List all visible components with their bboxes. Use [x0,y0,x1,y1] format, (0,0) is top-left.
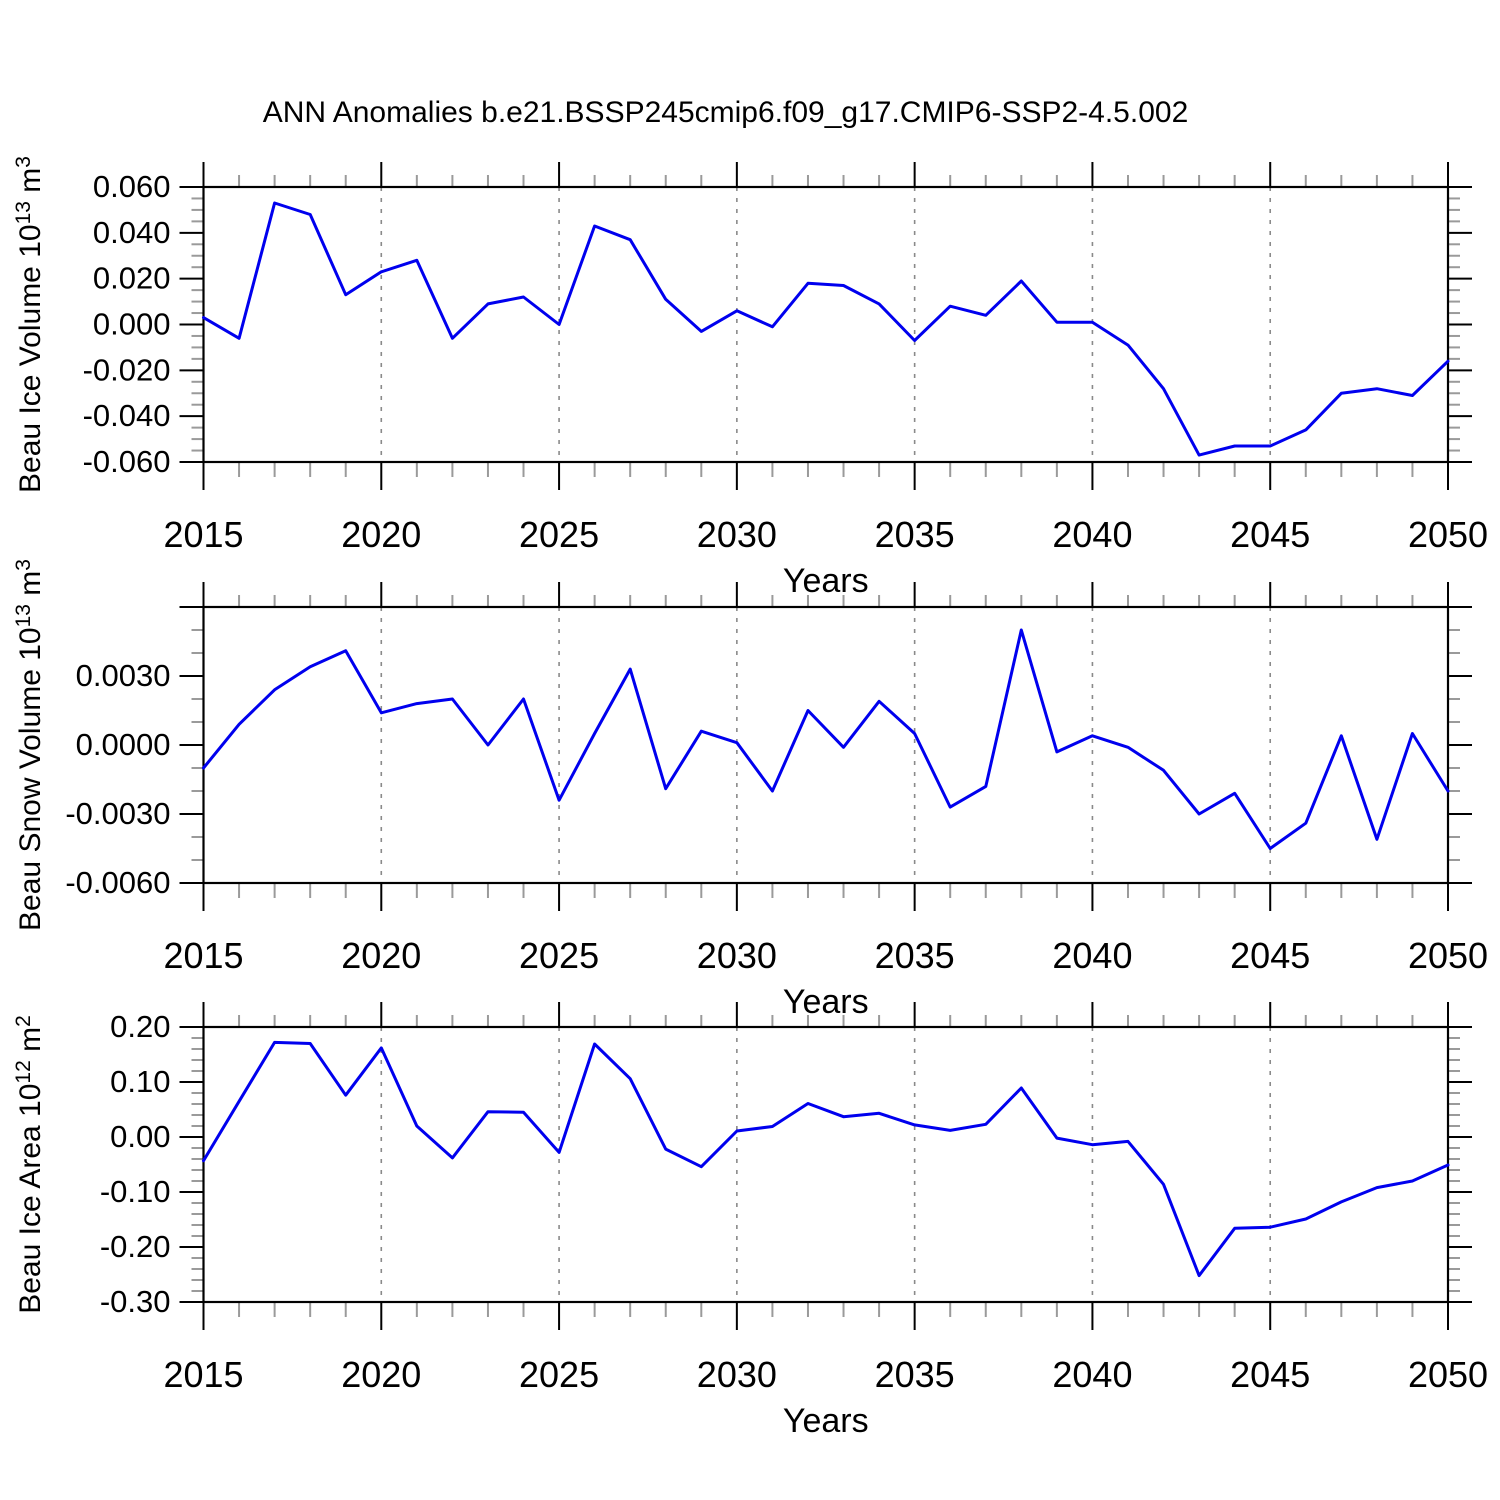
y-tick-label: 0.00 [110,1119,170,1154]
y-tick-label: 0.000 [93,307,171,342]
y-axis-title-text: Beau Ice Volume 10 [14,224,47,493]
x-tick-label: 2025 [519,1354,599,1395]
x-tick-label: 2045 [1230,1354,1310,1395]
x-axis-title: Years [783,983,869,1021]
y-axis-title-text: Beau Snow Volume 10 [14,627,47,931]
y-axis-title-superscript: 2 [12,1015,35,1027]
y-ticks: 0.0030 0.0000 -0.0030 -0.0060 [65,606,1472,900]
y-ticks: 0.060 0.040 0.020 0.000 -0.020 -0.040 -0.060 [83,169,1472,479]
x-tick-label: 2020 [341,1354,421,1395]
y-tick-label: -0.20 [100,1229,171,1264]
y-axis-title-superscript: 3 [12,559,35,571]
x-ticks [202,162,1449,490]
x-ticks [202,582,1449,911]
x-tick-label: 2030 [697,935,777,976]
x-tick-labels: 2015 2020 2025 2030 2035 2040 2045 2050 [163,935,1488,976]
x-tick-label: 2015 [163,1354,243,1395]
y-axis-title-superscript: 13 [12,201,35,224]
y-axis-title-text: m [14,571,47,604]
data-line-ice-area [202,1040,1450,1278]
y-tick-label: -0.040 [83,398,171,433]
x-tick-label: 2050 [1408,514,1488,555]
x-tick-labels: 2015 2020 2025 2030 2035 2040 2045 2050 [163,514,1488,555]
x-axis-title: Years [783,562,869,600]
data-line-ice-volume [202,201,1450,457]
x-tick-label: 2040 [1052,1354,1132,1395]
y-axis-title: Beau Ice Area 1012 m2 [12,1015,47,1314]
x-tick-label: 2015 [163,514,243,555]
x-tick-label: 2045 [1230,514,1310,555]
x-tick-label: 2030 [697,514,777,555]
x-tick-label: 2050 [1408,1354,1488,1395]
x-tick-label: 2035 [875,1354,955,1395]
gridlines [380,1027,1272,1302]
x-tick-label: 2025 [519,514,599,555]
y-tick-label: -0.0060 [65,865,170,900]
x-tick-label: 2040 [1052,514,1132,555]
y-tick-label: 0.0030 [76,658,171,693]
x-tick-label: 2035 [875,935,955,976]
y-tick-label: -0.10 [100,1174,171,1209]
x-tick-label: 2015 [163,935,243,976]
plot-frame [202,605,1450,885]
y-tick-label: -0.30 [100,1284,171,1319]
y-tick-label: -0.020 [83,352,171,387]
y-axis-title: Beau Ice Volume 1013 m3 [12,156,47,493]
x-ticks [202,1002,1449,1330]
x-tick-label: 2050 [1408,935,1488,976]
x-axis-title: Years [783,1402,869,1440]
x-tick-label: 2045 [1230,935,1310,976]
y-axis-title-superscript: 12 [12,1060,35,1083]
x-tick-label: 2040 [1052,935,1132,976]
y-tick-label: 0.0000 [76,727,171,762]
y-tick-label: 0.20 [110,1009,170,1044]
x-tick-label: 2030 [697,1354,777,1395]
y-axis-title-superscript: 13 [12,604,35,627]
y-axis-title-superscript: 3 [12,156,35,168]
gridlines [380,187,1272,462]
x-tick-label: 2020 [341,514,421,555]
y-axis-title: Beau Snow Volume 1013 m3 [12,559,47,931]
x-tick-label: 2035 [875,514,955,555]
y-tick-label: 0.020 [93,261,171,296]
x-tick-labels: 2015 2020 2025 2030 2035 2040 2045 2050 [163,1354,1488,1395]
panel-ice-volume: 0.060 0.040 0.020 0.000 -0.020 -0.040 -0.060 20… [12,156,1488,600]
gridlines [380,607,1272,883]
x-tick-label: 2020 [341,935,421,976]
plot-frame [202,185,1450,464]
y-tick-label: -0.060 [83,444,171,479]
y-tick-label: 0.060 [93,169,171,204]
y-tick-label: 0.040 [93,215,171,250]
y-tick-label: -0.0030 [65,796,170,831]
page-title: ANN Anomalies b.e21.BSSP245cmip6.f09_g17… [262,96,1189,129]
data-line-snow-volume [202,628,1450,850]
y-ticks: 0.20 0.10 0.00 -0.10 -0.20 -0.30 [100,1009,1472,1319]
x-tick-label: 2025 [519,935,599,976]
y-tick-label: 0.10 [110,1064,170,1099]
y-axis-title-text: m [14,168,47,201]
y-axis-title-text: Beau Ice Area 10 [14,1084,47,1314]
y-axis-title-text: m [14,1027,47,1060]
